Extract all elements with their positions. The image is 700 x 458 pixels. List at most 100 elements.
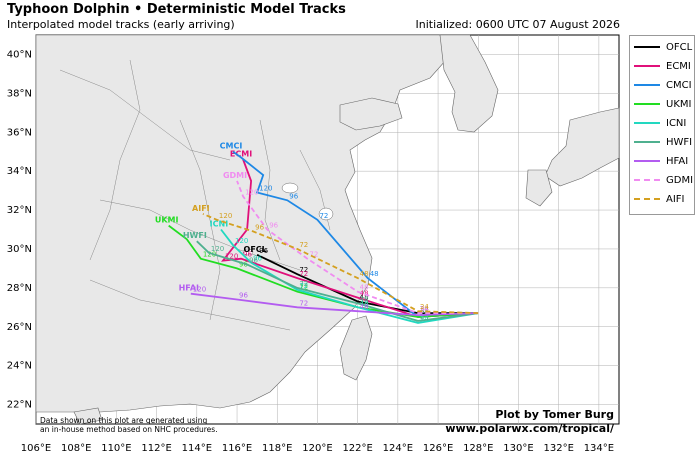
hour-label: 48: [360, 303, 369, 311]
lat-tick-label: 40°N: [7, 49, 32, 60]
hour-label: 48: [360, 284, 369, 292]
lon-tick-label: 132°E: [543, 443, 573, 454]
lon-tick-label: 130°E: [503, 443, 533, 454]
lat-tick-label: 34°N: [7, 166, 32, 177]
track-hwfi: [196, 240, 479, 322]
legend-item-ecmi: ECMI: [634, 59, 691, 73]
legend-item-aifi: AIFI: [634, 192, 685, 206]
hour-label: 24: [420, 309, 429, 317]
legend: OFCL ECMI CMCI UKMI ICNI HWFI HFAI GDMI AIFI: [629, 35, 695, 215]
hour-label: 48: [360, 299, 369, 307]
legend-item-hfai: HFAI: [634, 154, 688, 168]
credit-url: www.polarwx.com/tropical/: [445, 422, 614, 435]
lon-tick-label: 122°E: [342, 443, 372, 454]
lakes: [242, 182, 334, 256]
hour-label: 48: [360, 293, 369, 301]
hour-label: 96: [253, 255, 262, 263]
hour-label: 72: [299, 299, 308, 307]
track-end-label: HFAI: [179, 284, 199, 293]
legend-item-icni: ICNI: [634, 116, 686, 130]
hour-label: 24: [420, 309, 429, 317]
japan-landmass: [544, 107, 620, 187]
hour-label: 96: [269, 222, 278, 230]
lon-tick-label: 114°E: [182, 443, 212, 454]
lon-tick-label: 124°E: [383, 443, 413, 454]
legend-swatch: [634, 84, 660, 86]
legend-label: OFCL: [666, 41, 693, 53]
axis-labels: 106°E 108°E 110°E 112°E 114°E 116°E 118°E 120°E…: [7, 49, 614, 454]
legend-label: HFAI: [666, 155, 689, 167]
hour-label: 96: [259, 247, 268, 255]
hour-label: 48: [360, 295, 369, 303]
lon-tick-label: 126°E: [423, 443, 453, 454]
legend-label: HWFI: [666, 136, 693, 148]
track-hfai: [190, 292, 479, 317]
legend-label: CMCI: [666, 79, 692, 91]
legend-item-hwfi: HWFI: [634, 135, 692, 149]
hour-label: 120: [225, 253, 238, 261]
hour-label: 72: [299, 280, 308, 288]
hour-label: 96: [289, 192, 298, 200]
legend-swatch: [634, 179, 660, 181]
hour-label: 72: [299, 284, 308, 292]
hour-label: 120: [259, 185, 272, 193]
hour-label: 24: [420, 305, 429, 313]
chart-title: Typhoon Dolphin • Deterministic Model Tr…: [7, 2, 346, 17]
lon-tick-label: 110°E: [101, 443, 131, 454]
lat-tick-label: 28°N: [7, 283, 32, 294]
track-icni: [220, 228, 479, 324]
hour-label: 48: [370, 270, 379, 278]
lon-tick-label: 120°E: [302, 443, 332, 454]
legend-swatch: [634, 103, 660, 105]
hour-label: 72: [299, 266, 308, 274]
legend-swatch: [634, 198, 660, 200]
lon-tick-label: 108°E: [61, 443, 91, 454]
hour-label: 24: [420, 307, 429, 315]
legend-swatch: [634, 46, 660, 48]
korea-peninsula: [439, 34, 499, 133]
credit-author: Plot by Tomer Burg: [495, 408, 614, 421]
hour-label: 96: [249, 257, 258, 265]
hour-label: 72: [299, 282, 308, 290]
hour-label: 120: [235, 237, 248, 245]
hour-label: 48: [360, 290, 369, 298]
lat-tick-label: 38°N: [7, 88, 32, 99]
track-end-label: AIFI: [192, 204, 210, 213]
legend-swatch: [634, 122, 660, 124]
track-ecmi: [220, 159, 479, 318]
lon-tick-label: 106°E: [21, 443, 51, 454]
hainan-island: [73, 407, 103, 425]
track-end-label: UKMI: [155, 216, 179, 225]
lat-tick-label: 24°N: [7, 361, 32, 372]
legend-item-gdmi: GDMI: [634, 173, 693, 187]
hour-label: 120: [211, 245, 224, 253]
hour-label: 120: [203, 251, 216, 259]
hour-label: 96: [239, 292, 248, 300]
legend-item-cmci: CMCI: [634, 78, 692, 92]
lon-tick-label: 116°E: [222, 443, 252, 454]
track-end-label: CMCI: [220, 142, 243, 151]
disclaimer: Data shown on this plot are generated us…: [40, 416, 218, 434]
hour-label: 72: [319, 212, 328, 220]
lat-tick-label: 26°N: [7, 322, 32, 333]
legend-label: AIFI: [666, 193, 685, 205]
track-end-label: ECMI: [230, 149, 252, 158]
model-tracks: 24487296OFCL24487296120ECMI24487296120CM…: [155, 142, 479, 324]
taiwan-island: [339, 315, 373, 381]
hour-label: 24: [420, 305, 429, 313]
chart-subtitle: Interpolated model tracks (early arrivin…: [7, 18, 235, 31]
hour-label: 120: [219, 212, 232, 220]
lon-tick-label: 112°E: [141, 443, 171, 454]
lat-tick-label: 30°N: [7, 244, 32, 255]
hour-label: 72: [299, 241, 308, 249]
hour-label: 72: [299, 270, 308, 278]
hour-label: 24: [420, 313, 429, 321]
shandong-peninsula: [339, 97, 403, 131]
legend-label: ECMI: [666, 60, 691, 72]
lon-tick-label: 118°E: [262, 443, 292, 454]
legend-item-ofcl: OFCL: [634, 40, 692, 54]
track-end-label: OFCL: [244, 245, 267, 254]
hour-label: 120: [245, 188, 258, 196]
lon-tick-label: 128°E: [463, 443, 493, 454]
